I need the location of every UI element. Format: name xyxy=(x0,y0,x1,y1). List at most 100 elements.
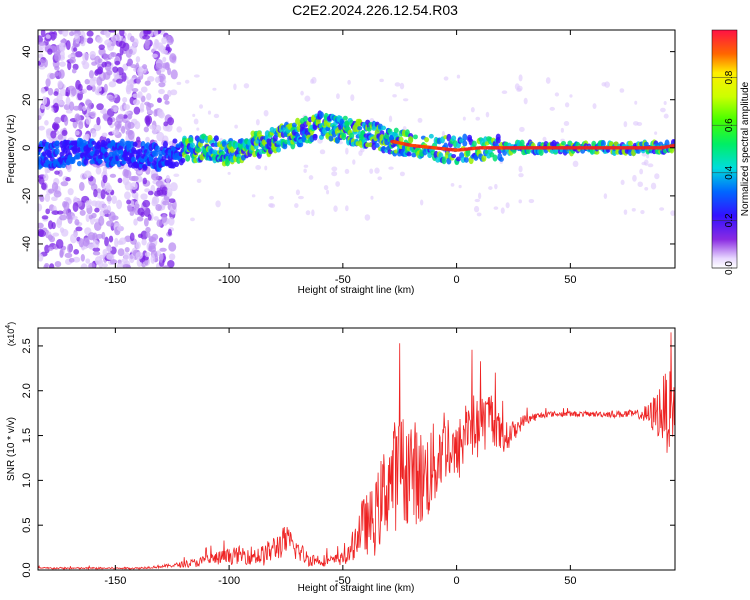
colorbar: 0.0 0.2 0.4 0.6 0.8 Normalized spectral ampl… xyxy=(711,29,750,275)
ridge-point xyxy=(180,157,186,163)
noise-point xyxy=(141,238,147,246)
noise-point xyxy=(450,183,455,187)
noise-point xyxy=(111,129,120,136)
noise-point xyxy=(474,198,481,203)
noise-point xyxy=(102,209,111,214)
noise-point xyxy=(51,210,60,215)
noise-point xyxy=(345,205,349,212)
noise-point xyxy=(61,30,69,37)
colorbar-ticks: 0.0 0.2 0.4 0.6 0.8 xyxy=(712,70,737,275)
noise-point xyxy=(111,35,118,43)
snr-multiplier: (x104) xyxy=(5,322,16,346)
noise-point xyxy=(100,109,107,114)
noise-point xyxy=(112,66,119,73)
ridge-point xyxy=(172,138,178,144)
noise-point xyxy=(419,199,424,206)
noise-point xyxy=(60,181,69,187)
ridge-point xyxy=(462,140,468,147)
noise-point xyxy=(143,217,149,227)
noise-point xyxy=(493,206,499,210)
noise-point xyxy=(470,107,475,113)
noise-point xyxy=(167,38,174,43)
noise-point xyxy=(38,41,46,46)
noise-point xyxy=(97,66,104,75)
noise-point xyxy=(501,90,508,95)
noise-point xyxy=(65,177,71,182)
ridge-point xyxy=(463,156,469,163)
noise-point xyxy=(631,207,636,212)
ridge-point xyxy=(398,136,404,143)
noise-point xyxy=(44,193,51,202)
noise-point xyxy=(157,108,164,118)
noise-point xyxy=(57,80,63,89)
noise-point xyxy=(347,79,351,85)
noise-point xyxy=(154,76,161,83)
y-tick-label: 0 xyxy=(21,145,33,151)
noise-point xyxy=(641,161,647,166)
noise-point xyxy=(158,253,164,263)
noise-point xyxy=(147,76,155,82)
noise-point xyxy=(344,168,350,174)
noise-point xyxy=(308,175,314,180)
ridge-point xyxy=(408,136,414,144)
noise-point xyxy=(39,195,45,203)
noise-point xyxy=(370,195,374,200)
noise-point xyxy=(167,67,172,76)
noise-point xyxy=(66,212,72,220)
noise-point xyxy=(47,48,53,55)
noise-point xyxy=(59,88,67,97)
noise-point xyxy=(127,113,133,120)
noise-point xyxy=(41,215,49,220)
noise-point xyxy=(336,93,340,100)
noise-point xyxy=(91,76,98,82)
ridge-point xyxy=(357,125,363,131)
noise-point xyxy=(326,189,330,195)
noise-point xyxy=(516,88,522,92)
noise-point xyxy=(59,227,65,233)
x-tick-label: -100 xyxy=(218,274,240,286)
noise-point xyxy=(134,203,140,209)
noise-point xyxy=(80,35,85,45)
noise-point xyxy=(98,44,105,51)
ridge-point xyxy=(344,120,350,128)
noise-point xyxy=(135,56,141,63)
noise-point xyxy=(45,78,51,87)
noise-point xyxy=(55,238,64,249)
noise-point xyxy=(234,124,238,129)
noise-point xyxy=(74,33,79,39)
noise-point xyxy=(269,195,274,200)
noise-point xyxy=(394,82,401,87)
noise-point xyxy=(38,253,44,262)
noise-point xyxy=(304,95,311,102)
noise-point xyxy=(123,169,132,179)
snr-multiplier-base: (x10 xyxy=(6,329,16,347)
noise-point xyxy=(146,109,154,115)
noise-point xyxy=(75,226,83,232)
noise-point xyxy=(129,35,135,43)
noise-point xyxy=(564,102,570,108)
noise-point xyxy=(103,53,110,61)
noise-point xyxy=(98,259,104,268)
noise-point xyxy=(78,121,84,130)
ridge-point xyxy=(275,146,281,153)
noise-point xyxy=(111,215,119,221)
noise-point xyxy=(117,177,123,184)
noise-point xyxy=(213,113,220,119)
noise-point xyxy=(176,81,182,86)
noise-point xyxy=(311,209,315,217)
ridge-point xyxy=(221,140,227,148)
noise-point xyxy=(519,126,525,132)
noise-point xyxy=(374,167,380,174)
noise-point xyxy=(377,176,383,181)
ridge-point xyxy=(185,154,191,162)
noise-point xyxy=(161,213,168,223)
colorbar-label: Normalized spectral amplitude xyxy=(740,81,750,216)
noise-point xyxy=(663,100,667,106)
noise-point xyxy=(73,47,78,52)
noise-point xyxy=(155,180,164,188)
noise-point xyxy=(167,228,172,236)
ridge-point xyxy=(315,118,321,125)
noise-point xyxy=(117,113,125,120)
noise-point xyxy=(170,89,178,96)
